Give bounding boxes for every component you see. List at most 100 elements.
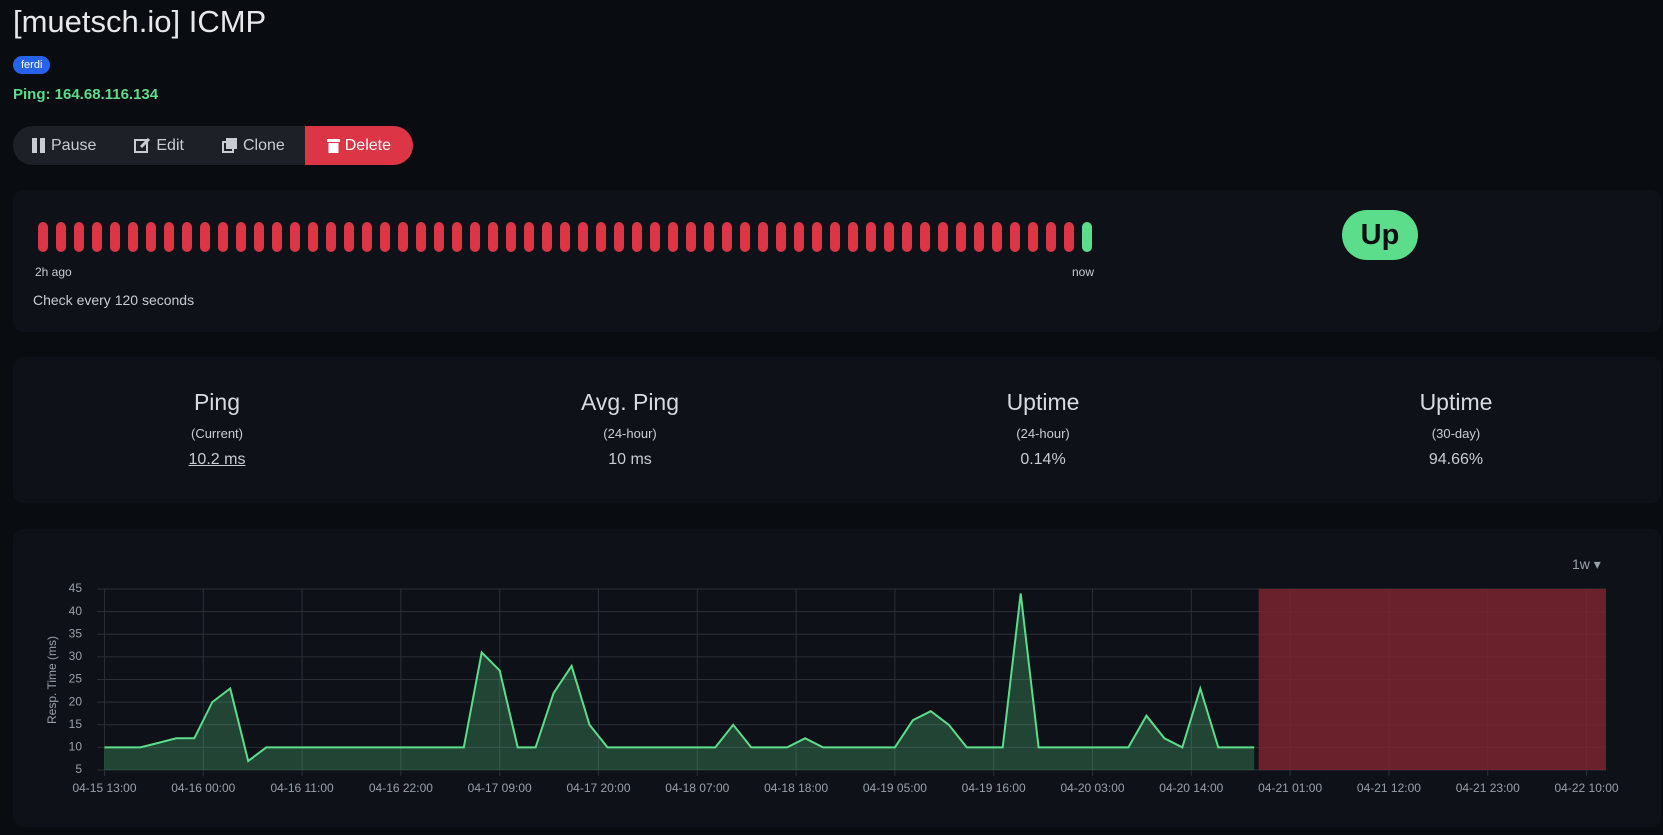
heartbeat-beat[interactable]	[560, 222, 570, 252]
y-tick-label: 35	[69, 626, 83, 640]
pause-button[interactable]: Pause	[13, 126, 115, 165]
x-tick-label: 04-22 10:00	[1555, 781, 1619, 795]
heartbeat-beat[interactable]	[740, 222, 750, 252]
heartbeat-beat[interactable]	[794, 222, 804, 252]
heartbeat-beat[interactable]	[164, 222, 174, 252]
tag[interactable]: ferdi	[13, 56, 51, 74]
heartbeat-beat[interactable]	[344, 222, 354, 252]
heartbeat-beat[interactable]	[632, 222, 642, 252]
x-tick-label: 04-17 09:00	[468, 781, 532, 795]
heartbeat-beat[interactable]	[506, 222, 516, 252]
heartbeat-beat[interactable]	[812, 222, 822, 252]
stat-subtitle: (24-hour)	[1016, 426, 1070, 441]
heartbeat-beat[interactable]	[884, 222, 894, 252]
area	[104, 593, 1255, 770]
heartbeat-beat[interactable]	[614, 222, 624, 252]
heartbeat-beat[interactable]	[434, 222, 444, 252]
heartbeat-beat[interactable]	[686, 222, 696, 252]
heartbeat-beat[interactable]	[578, 222, 588, 252]
heartbeat-beat[interactable]	[650, 222, 660, 252]
heartbeat-beat[interactable]	[1082, 222, 1092, 252]
heartbeat-beat[interactable]	[308, 222, 318, 252]
heartbeat-beat[interactable]	[524, 222, 534, 252]
heartbeat-beat[interactable]	[938, 222, 948, 252]
heartbeat-beat[interactable]	[1028, 222, 1038, 252]
heartbeat-beat[interactable]	[488, 222, 498, 252]
heartbeat-beat[interactable]	[866, 222, 876, 252]
heartbeat-beat[interactable]	[668, 222, 678, 252]
icon	[134, 138, 151, 153]
icon	[32, 138, 45, 153]
heartbeat-beat[interactable]	[848, 222, 858, 252]
heartbeat-beat[interactable]	[290, 222, 300, 252]
x-tick-label: 04-21 23:00	[1456, 781, 1520, 795]
stat-value: 0.14%	[1020, 451, 1066, 468]
heartbeat-beat[interactable]	[596, 222, 606, 252]
heartbeat-beat[interactable]	[92, 222, 102, 252]
heartbeat-beat[interactable]	[146, 222, 156, 252]
heartbeat-beat[interactable]	[74, 222, 84, 252]
heartbeat-beat[interactable]	[704, 222, 714, 252]
heartbeat-beat[interactable]	[992, 222, 1002, 252]
heartbeat-beat[interactable]	[362, 222, 372, 252]
heartbeat-beat[interactable]	[920, 222, 930, 252]
heartbeat-beat[interactable]	[128, 222, 138, 252]
button-label: Clone	[242, 136, 285, 154]
stat-title: Avg. Ping	[580, 389, 680, 415]
stat-title: Ping	[193, 389, 241, 415]
heartbeat-beat[interactable]	[1010, 222, 1020, 252]
heartbeat-beat[interactable]	[110, 222, 120, 252]
heartbeat-beat[interactable]	[326, 222, 336, 252]
x-tick-label: 04-17 20:00	[566, 781, 630, 795]
y-tick-label: 30	[69, 649, 83, 663]
heartbeat-beat[interactable]	[722, 222, 732, 252]
y-tick-label: 10	[69, 740, 83, 754]
heartbeat-beat[interactable]	[272, 222, 282, 252]
monitor-title: [muetsch.io] ICMP	[13, 4, 267, 39]
x-tick-label: 04-19 16:00	[962, 781, 1026, 795]
heartbeat-beat[interactable]	[758, 222, 768, 252]
heartbeat-beat[interactable]	[416, 222, 426, 252]
x-tick-label: 04-21 01:00	[1258, 781, 1322, 795]
heartbeat-beat[interactable]	[1064, 222, 1074, 252]
heartbeat-beat[interactable]	[182, 222, 192, 252]
range-label[interactable]: 1w	[1572, 556, 1590, 572]
heartbeat-beat[interactable]	[470, 222, 480, 252]
range-selector[interactable]: 1w ▾	[1572, 556, 1601, 572]
heartbeat-beat[interactable]	[452, 222, 462, 252]
heartbeat-beat[interactable]	[200, 222, 210, 252]
heartbeat-beat[interactable]	[902, 222, 912, 252]
heartbeat-beat[interactable]	[1046, 222, 1056, 252]
stat-value: 10 ms	[608, 451, 652, 468]
heartbeat-beat[interactable]	[956, 222, 966, 252]
heartbeat-beat[interactable]	[56, 222, 66, 252]
clone-button[interactable]: Clone	[203, 126, 304, 165]
stat-value[interactable]: 10.2 ms	[188, 451, 246, 468]
y-axis-label: Resp. Time (ms)	[45, 636, 59, 724]
heartbeat-beat[interactable]	[380, 222, 390, 252]
y-tick-label: 5	[75, 762, 82, 776]
heartbeat-beat[interactable]	[38, 222, 48, 252]
heartbeat-beat[interactable]	[218, 222, 228, 252]
heartbeat-beat[interactable]	[254, 222, 264, 252]
stats-card: Ping (Current) 10.2 ms Avg. Ping (24-hour) 1…	[13, 357, 1661, 503]
stat: Uptime (30-day) 94.66%	[1306, 389, 1606, 469]
stat: Ping (Current) 10.2 ms	[67, 389, 367, 469]
heartbeat-beat[interactable]	[398, 222, 408, 252]
icon	[326, 139, 340, 153]
y-tick-label: 45	[69, 581, 83, 595]
edit-button[interactable]: Edit	[115, 126, 203, 165]
heartbeat-beat[interactable]	[830, 222, 840, 252]
y-tick-label: 15	[69, 717, 83, 731]
delete-button[interactable]: Delete	[304, 126, 413, 165]
heartbeat-beat[interactable]	[236, 222, 246, 252]
y-tick-label: 25	[69, 672, 83, 686]
heartbeat-beat[interactable]	[974, 222, 984, 252]
x-tick-label: 04-16 11:00	[271, 781, 334, 795]
heartbeat-beat[interactable]	[776, 222, 786, 252]
x-tick-label: 04-19 05:00	[863, 781, 927, 795]
x-tick-label: 04-16 00:00	[171, 781, 235, 795]
button-label: Pause	[51, 136, 97, 154]
heartbeat-beat[interactable]	[542, 222, 552, 252]
